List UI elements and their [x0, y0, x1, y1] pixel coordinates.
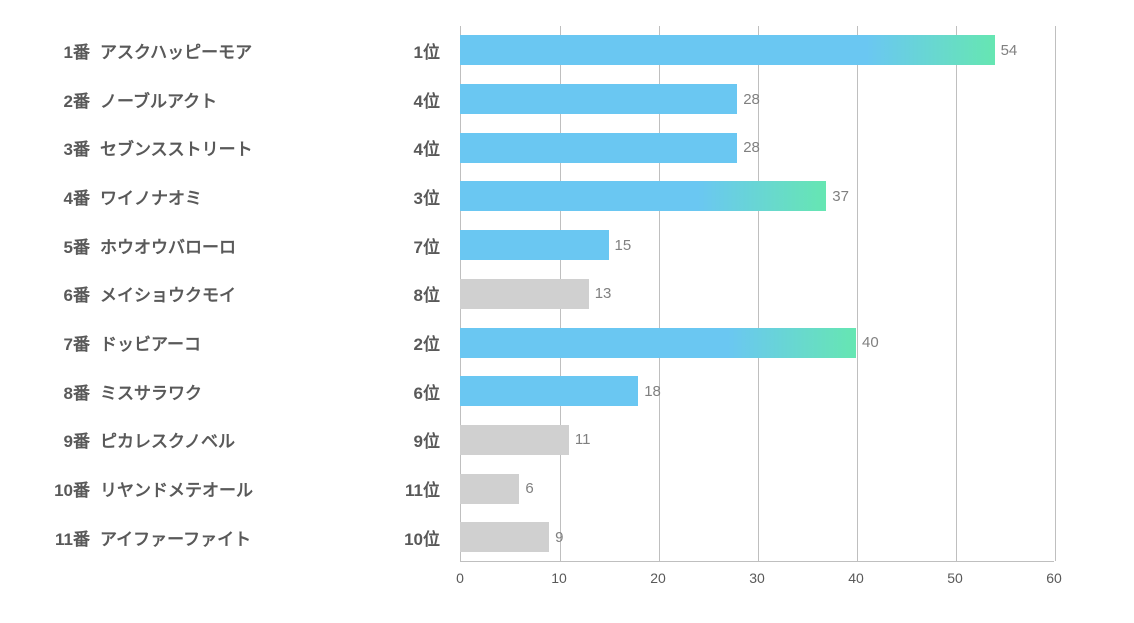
bar	[460, 181, 826, 211]
x-axis-tick: 40	[848, 570, 864, 586]
row-name-label: リヤンドメテオール	[100, 464, 330, 513]
x-axis-tick: 0	[456, 570, 464, 586]
bar-value-label: 40	[856, 318, 879, 367]
row-rank-label: 2位	[370, 318, 440, 367]
row-name-label: ホウオウバローロ	[100, 221, 330, 270]
row-number-label: 9番	[30, 416, 90, 465]
gridline	[857, 26, 858, 561]
bar	[460, 425, 569, 455]
row-rank-label: 4位	[370, 75, 440, 124]
row-number-label: 4番	[30, 172, 90, 221]
bar	[460, 133, 737, 163]
row-rank-label: 7位	[370, 221, 440, 270]
row-number-label: 5番	[30, 221, 90, 270]
row-rank-label: 3位	[370, 172, 440, 221]
row-rank-label: 10位	[370, 513, 440, 562]
row-number-label: 1番	[30, 26, 90, 75]
x-axis-tick: 60	[1046, 570, 1062, 586]
bar	[460, 522, 549, 552]
bar	[460, 279, 589, 309]
bar	[460, 376, 638, 406]
x-axis-tick: 50	[947, 570, 963, 586]
bar	[460, 328, 856, 358]
row-name-label: メイショウクモイ	[100, 270, 330, 319]
x-axis-tick: 30	[749, 570, 765, 586]
bar-value-label: 37	[826, 172, 849, 221]
bar-value-label: 6	[519, 464, 533, 513]
row-rank-label: 6位	[370, 367, 440, 416]
bar	[460, 35, 995, 65]
row-name-label: ピカレスクノベル	[100, 416, 330, 465]
row-number-label: 7番	[30, 318, 90, 367]
row-number-label: 2番	[30, 75, 90, 124]
row-name-label: ワイノナオミ	[100, 172, 330, 221]
row-name-label: ノーブルアクト	[100, 75, 330, 124]
row-name-label: アスクハッピーモア	[100, 26, 330, 75]
bar-value-label: 9	[549, 513, 563, 562]
bar-value-label: 18	[638, 367, 661, 416]
row-number-label: 6番	[30, 270, 90, 319]
gridline	[1055, 26, 1056, 561]
bar-value-label: 28	[737, 75, 760, 124]
x-axis-tick: 10	[551, 570, 567, 586]
x-axis-tick: 20	[650, 570, 666, 586]
row-rank-label: 8位	[370, 270, 440, 319]
row-number-label: 11番	[30, 513, 90, 562]
row-number-label: 3番	[30, 123, 90, 172]
row-number-label: 8番	[30, 367, 90, 416]
horse-ranking-chart: 0 10 20 30 40 50 60 1番アスクハッピーモア 1位 54 2番ノーブルアクト 4位 2…	[0, 0, 1134, 623]
row-rank-label: 11位	[370, 464, 440, 513]
row-rank-label: 4位	[370, 123, 440, 172]
row-name-label: アイファーファイト	[100, 513, 330, 562]
row-number-label: 10番	[30, 464, 90, 513]
row-name-label: セブンスストリート	[100, 123, 330, 172]
bar-value-label: 11	[569, 416, 591, 465]
gridline	[956, 26, 957, 561]
bar	[460, 84, 737, 114]
row-rank-label: 9位	[370, 416, 440, 465]
row-rank-label: 1位	[370, 26, 440, 75]
bar	[460, 230, 609, 260]
row-name-label: ドッビアーコ	[100, 318, 330, 367]
bar-value-label: 13	[589, 270, 612, 319]
bar	[460, 474, 519, 504]
bar-value-label: 28	[737, 123, 760, 172]
row-name-label: ミスサラワク	[100, 367, 330, 416]
bar-value-label: 54	[995, 26, 1018, 75]
bar-value-label: 15	[609, 221, 632, 270]
